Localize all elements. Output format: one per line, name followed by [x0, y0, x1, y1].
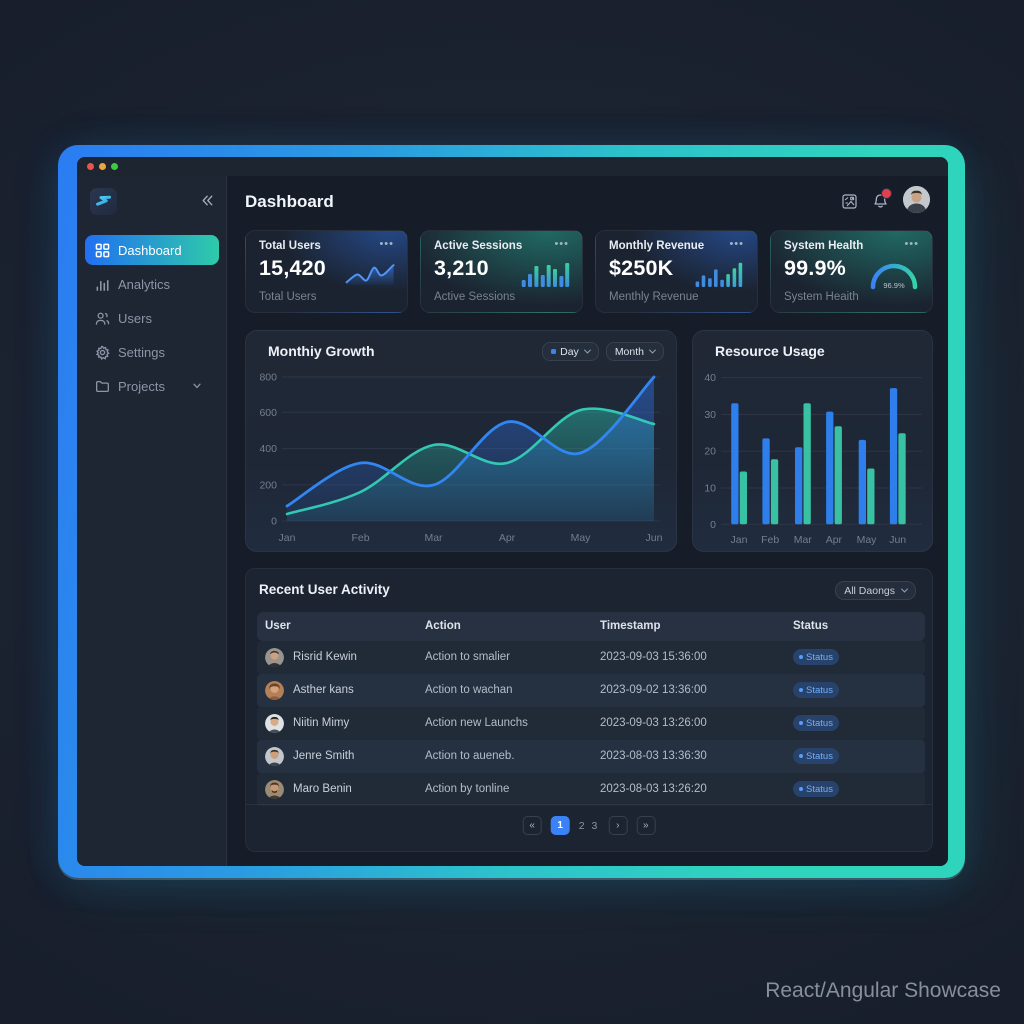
svg-text:0: 0 — [710, 519, 716, 531]
svg-text:Jun: Jun — [889, 534, 906, 546]
svg-text:96.9%: 96.9% — [883, 281, 905, 290]
svg-text:Apr: Apr — [499, 532, 516, 544]
svg-text:Jan: Jan — [731, 534, 748, 546]
svg-text:10: 10 — [704, 483, 716, 495]
svg-text:Jun: Jun — [646, 532, 663, 544]
svg-text:Jan: Jan — [279, 532, 296, 544]
svg-text:200: 200 — [259, 479, 277, 491]
svg-text:400: 400 — [259, 443, 277, 455]
svg-text:20: 20 — [704, 446, 716, 458]
svg-text:30: 30 — [704, 409, 716, 421]
svg-text:Feb: Feb — [761, 534, 779, 546]
svg-text:Feb: Feb — [351, 532, 369, 544]
svg-text:800: 800 — [259, 372, 277, 384]
svg-text:600: 600 — [259, 407, 277, 419]
svg-text:Mar: Mar — [794, 534, 813, 546]
svg-text:May: May — [857, 534, 878, 546]
svg-text:Mar: Mar — [424, 532, 443, 544]
svg-text:May: May — [571, 532, 592, 544]
svg-text:0: 0 — [271, 516, 277, 528]
svg-text:40: 40 — [704, 372, 716, 384]
svg-text:Apr: Apr — [826, 534, 843, 546]
